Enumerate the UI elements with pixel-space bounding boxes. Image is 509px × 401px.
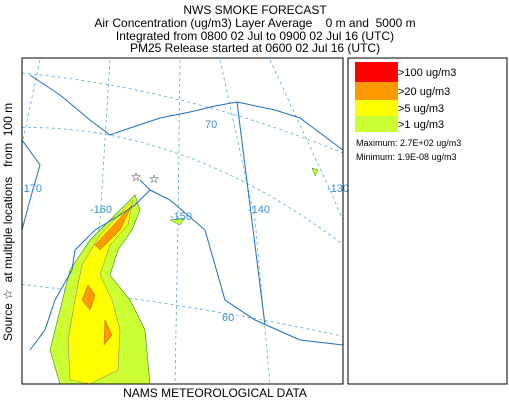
longitude-label: -170 xyxy=(20,183,42,195)
title: NWS SMOKE FORECAST xyxy=(183,3,327,17)
latitude-line xyxy=(22,127,343,246)
map: ☆ ☆ -170 -160 -150 -140 -130 70 60 xyxy=(20,57,349,385)
minimum: Minimum: 1.9E-08 ug/m3 xyxy=(356,152,457,162)
coastline xyxy=(29,74,238,351)
longitude-label: -150 xyxy=(170,211,192,223)
source-marker: ☆ xyxy=(149,172,160,186)
plume-3 xyxy=(81,204,133,346)
plume-2 xyxy=(67,199,134,384)
legend-swatch xyxy=(355,116,398,132)
latitude-line xyxy=(22,284,343,337)
latitude-label: 60 xyxy=(222,312,234,324)
legend-swatch xyxy=(355,82,398,100)
latitude-line xyxy=(22,72,343,154)
legend: Maximum: 2.7E+02 ug/m3 Minimum: 1.9E-08 … xyxy=(347,57,508,385)
subtitle: PM25 Release started at 0600 02 Jul 16 (… xyxy=(130,41,380,55)
subtitle: Integrated from 0800 02 Jul to 0900 02 J… xyxy=(116,29,394,43)
longitude-label: -130 xyxy=(327,183,349,195)
longitude-line xyxy=(219,59,271,384)
map-frame xyxy=(21,57,344,385)
legend-frame xyxy=(347,57,508,385)
longitude-label: -140 xyxy=(248,204,270,216)
coastline xyxy=(22,139,41,231)
longitude-line xyxy=(269,59,343,222)
subtitle: Air Concentration (ug/m3) Layer Average … xyxy=(94,16,415,30)
latitude-label: 70 xyxy=(205,119,217,131)
legend-label: >20 ug/m3 xyxy=(398,86,450,98)
legend-label: >5 ug/m3 xyxy=(398,103,444,115)
plume-4 xyxy=(169,167,319,226)
maximum: Maximum: 2.7E+02 ug/m3 xyxy=(356,138,461,148)
legend-swatch xyxy=(355,62,398,82)
side-label: Source ☆ at multiple locations from 100 … xyxy=(1,103,15,341)
legend-label: >100 ug/m3 xyxy=(398,67,456,79)
border xyxy=(149,101,343,346)
legend-label: >1 ug/m3 xyxy=(398,119,444,131)
source-marker: ☆ xyxy=(131,170,142,184)
longitude-label: -160 xyxy=(90,204,112,216)
legend-swatch xyxy=(355,100,398,116)
footer: NAMS METEOROLOGICAL DATA xyxy=(123,386,307,400)
